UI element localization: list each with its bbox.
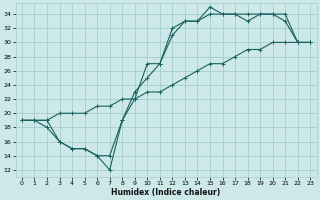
X-axis label: Humidex (Indice chaleur): Humidex (Indice chaleur): [111, 188, 221, 197]
